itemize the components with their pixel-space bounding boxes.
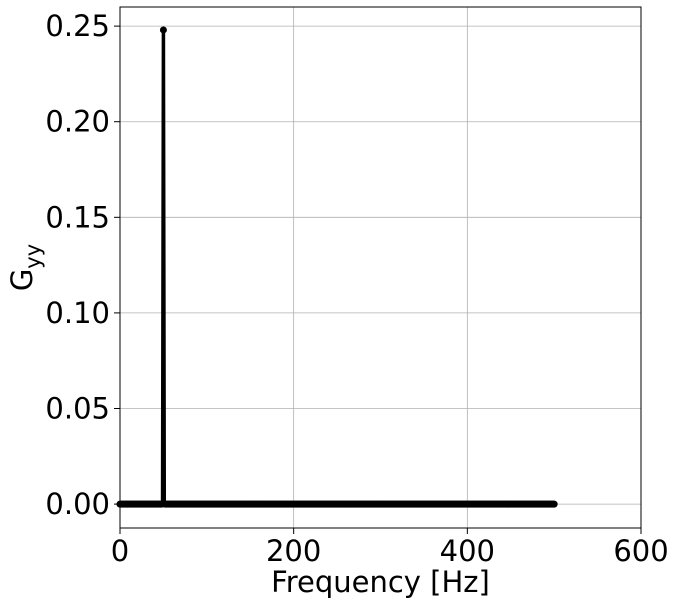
y-axis-label-subscript: yy — [21, 244, 45, 269]
grid — [119, 7, 642, 528]
y-tick-label: 0.00 — [45, 487, 110, 521]
x-tick-label: 200 — [266, 534, 321, 568]
y-tick-label: 0.05 — [45, 392, 110, 426]
axes-frame — [119, 6, 642, 529]
plot-area — [116, 26, 558, 508]
x-tick-label: 600 — [613, 534, 668, 568]
data-point — [159, 26, 167, 34]
y-axis: 0.00 0.05 0.10 0.15 0.20 0.25 — [45, 9, 120, 521]
x-tick-label: 0 — [111, 534, 129, 568]
x-tick-label: 400 — [440, 534, 495, 568]
x-axis-label: Frequency [Hz] — [271, 565, 490, 599]
y-tick-label: 0.20 — [45, 105, 110, 139]
y-tick-label: 0.10 — [45, 296, 110, 330]
x-axis: 0 200 400 600 — [111, 528, 669, 568]
y-tick-label: 0.15 — [45, 200, 110, 234]
y-axis-label-main: G — [5, 269, 39, 291]
data-point — [550, 500, 558, 508]
y-axis-label: Gyy — [5, 244, 45, 291]
y-tick-label: 0.25 — [45, 9, 110, 43]
